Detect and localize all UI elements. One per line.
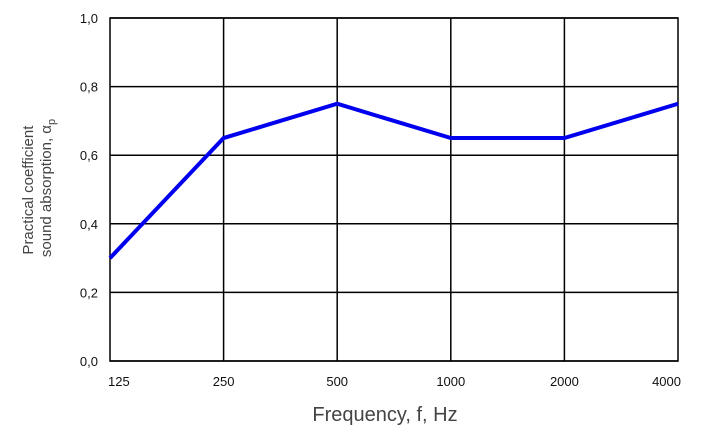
y-tick-labels: 0,0 0,2 0,4 0,6 0,8 1,0 [80, 11, 98, 369]
x-tick-label: 2000 [550, 374, 579, 389]
y-axis-title-line-1: Practical coefficient [20, 125, 37, 255]
x-tick-label: 1000 [436, 374, 465, 389]
y-axis-title: Practical coefficient sound absorption, … [20, 119, 58, 257]
plot-frame [109, 17, 679, 362]
x-tick-label: 4000 [652, 374, 681, 389]
x-tick-label: 250 [213, 374, 235, 389]
y-tick-label: 0,0 [80, 354, 98, 369]
series-line [108, 101, 679, 260]
plot-area [110, 18, 678, 361]
x-axis-title: Frequency, f, Hz [312, 404, 457, 426]
y-axis-title-subscript: p [46, 119, 58, 125]
y-axis-title-line-2: sound absorption, α [38, 125, 55, 257]
x-tick-label: 500 [326, 374, 348, 389]
y-tick-label: 1,0 [80, 11, 98, 26]
x-tick-labels: 125 250 500 1000 2000 4000 [108, 374, 681, 389]
y-tick-label: 0,4 [80, 217, 98, 232]
y-tick-label: 0,8 [80, 80, 98, 95]
y-tick-label: 0,6 [80, 148, 98, 163]
x-tick-label: 125 [108, 374, 130, 389]
y-tick-label: 0,2 [80, 285, 98, 300]
